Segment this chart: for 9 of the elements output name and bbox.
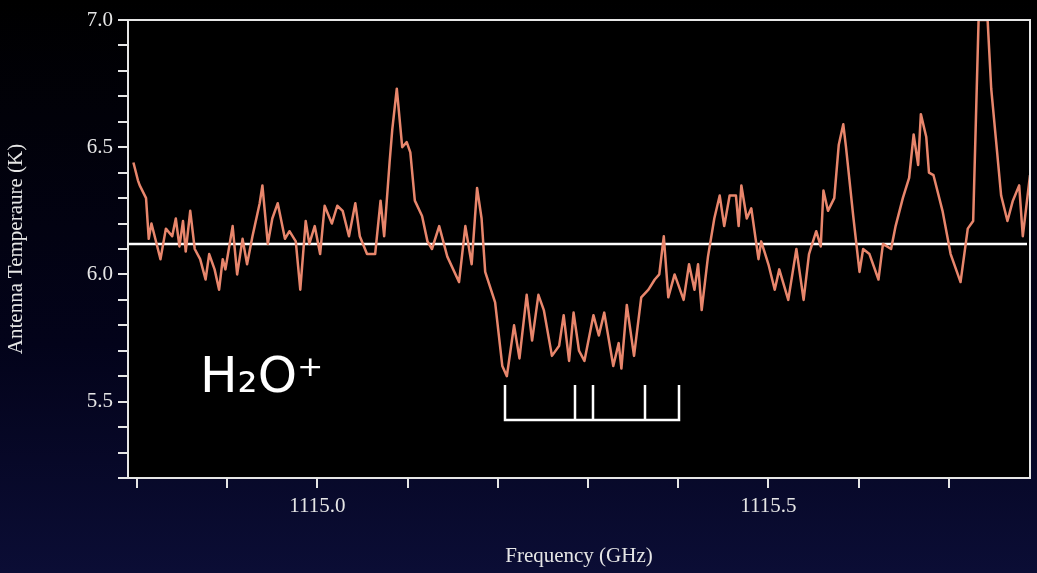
y-tick-label: 5.5 (86, 388, 113, 413)
x-axis-title: Frequency (GHz) (505, 542, 653, 567)
y-axis-title: Antenna Temperaure (K) (3, 143, 28, 355)
x-tick-label: 1115.5 (740, 493, 797, 518)
y-tick-label: 6.0 (86, 260, 113, 285)
annotation: H₂O⁺ (200, 345, 324, 405)
y-tick-label: 6.5 (86, 133, 113, 158)
x-tick-label: 1115.0 (289, 493, 346, 518)
y-tick-label: 7.0 (86, 6, 113, 31)
